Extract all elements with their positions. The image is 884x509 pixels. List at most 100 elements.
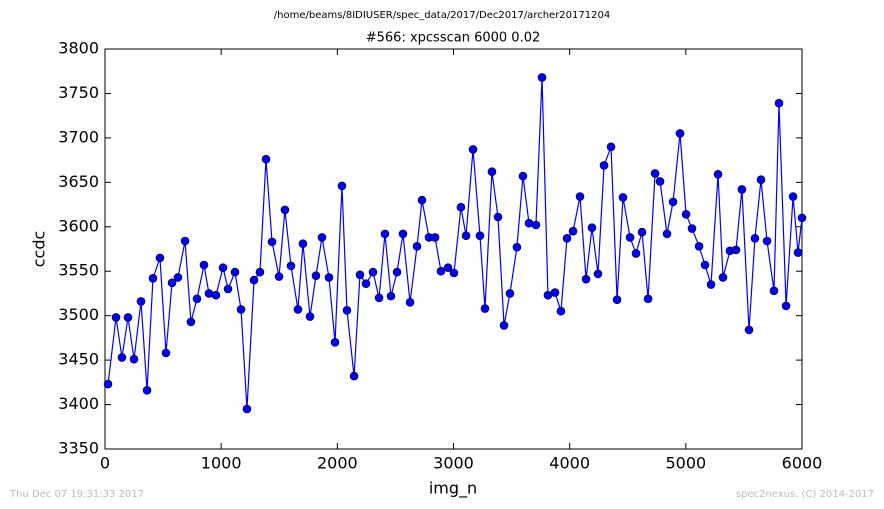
data-point bbox=[581, 274, 591, 284]
data-point bbox=[449, 268, 459, 278]
y-axis-label: ccdc bbox=[30, 231, 49, 268]
data-point bbox=[324, 273, 334, 282]
data-point bbox=[662, 229, 672, 239]
data-point bbox=[461, 231, 471, 240]
data-point bbox=[480, 304, 490, 313]
data-point bbox=[618, 193, 628, 202]
data-point bbox=[249, 275, 259, 285]
data-point bbox=[180, 236, 190, 246]
data-point bbox=[111, 313, 121, 322]
data-point bbox=[330, 338, 340, 347]
data-point bbox=[311, 271, 321, 280]
data-point bbox=[337, 181, 347, 191]
data-point bbox=[487, 167, 497, 176]
data-point bbox=[386, 291, 396, 301]
data-point bbox=[793, 248, 803, 257]
data-point bbox=[637, 227, 647, 237]
data-point bbox=[756, 175, 766, 184]
data-point bbox=[493, 212, 503, 222]
data-point bbox=[223, 284, 233, 294]
data-point bbox=[103, 379, 113, 389]
data-point bbox=[199, 260, 209, 270]
data-point bbox=[587, 223, 597, 232]
data-point bbox=[731, 245, 741, 255]
data-point bbox=[737, 185, 747, 194]
x-tick-label: 5000 bbox=[665, 454, 706, 473]
data-point bbox=[286, 261, 296, 271]
y-tick-label: 3650 bbox=[58, 172, 99, 191]
data-point bbox=[374, 293, 384, 303]
data-point bbox=[218, 263, 228, 272]
footer-date: Thu Dec 07 19:31:33 2017 bbox=[9, 489, 144, 500]
data-point bbox=[797, 213, 807, 223]
data-point bbox=[293, 305, 303, 314]
data-point bbox=[518, 171, 528, 181]
data-point bbox=[236, 305, 246, 314]
data-point bbox=[117, 353, 127, 362]
data-point bbox=[706, 280, 716, 289]
x-axis-label: img_n bbox=[429, 479, 477, 499]
data-point bbox=[255, 267, 265, 277]
data-point bbox=[192, 294, 202, 304]
data-point bbox=[769, 286, 779, 296]
data-point bbox=[186, 317, 196, 327]
data-point bbox=[148, 274, 158, 283]
y-tick-label: 3700 bbox=[58, 127, 99, 146]
data-point bbox=[750, 234, 760, 243]
data-point bbox=[774, 98, 784, 108]
data-point bbox=[242, 404, 252, 414]
y-tick-label: 3350 bbox=[58, 439, 99, 458]
data-point bbox=[744, 325, 754, 335]
header: /home/beams/8IDIUSER/spec_data/2017/Dec2… bbox=[274, 10, 610, 21]
y-tick-label: 3550 bbox=[58, 261, 99, 280]
data-point bbox=[123, 313, 133, 322]
chart-title: #566: xpcsscan 6000 0.02 bbox=[366, 31, 541, 46]
series-line bbox=[107, 77, 803, 410]
data-point bbox=[280, 205, 290, 215]
data-point bbox=[593, 269, 603, 279]
data-point bbox=[405, 298, 415, 307]
y-tick-label: 3400 bbox=[58, 394, 99, 413]
data-point bbox=[631, 249, 641, 258]
data-point bbox=[505, 289, 515, 298]
data-point bbox=[317, 233, 327, 242]
data-point bbox=[606, 142, 616, 152]
data-point bbox=[412, 242, 422, 251]
data-point bbox=[694, 242, 704, 251]
data-point bbox=[261, 154, 271, 164]
data-point bbox=[562, 234, 572, 243]
data-point bbox=[788, 192, 798, 201]
data-point bbox=[668, 197, 678, 207]
data-point bbox=[392, 267, 402, 277]
data-point bbox=[274, 272, 284, 281]
data-point bbox=[700, 260, 710, 270]
data-point bbox=[361, 279, 371, 288]
data-point bbox=[136, 297, 146, 306]
data-point bbox=[173, 273, 183, 282]
y-tick-label: 3750 bbox=[58, 83, 99, 102]
y-tick-label: 3500 bbox=[58, 305, 99, 324]
data-point bbox=[643, 294, 653, 304]
data-point bbox=[550, 288, 560, 297]
data-point bbox=[468, 145, 478, 154]
data-point bbox=[650, 169, 660, 178]
data-point bbox=[537, 73, 547, 82]
data-point bbox=[211, 290, 221, 300]
data-point bbox=[655, 177, 665, 186]
data-point bbox=[305, 312, 315, 321]
data-point bbox=[129, 354, 139, 364]
data-point bbox=[499, 321, 509, 330]
data-point bbox=[368, 267, 378, 277]
x-tick-label: 3000 bbox=[433, 454, 474, 473]
data-point bbox=[575, 192, 585, 201]
data-point bbox=[380, 229, 390, 239]
data-point bbox=[675, 129, 685, 138]
data-point bbox=[417, 195, 427, 205]
y-tick-label: 3450 bbox=[58, 350, 99, 369]
data-point bbox=[267, 237, 277, 247]
x-tick-label: 1000 bbox=[201, 454, 242, 473]
data-point bbox=[355, 270, 365, 280]
data-point bbox=[612, 295, 622, 304]
